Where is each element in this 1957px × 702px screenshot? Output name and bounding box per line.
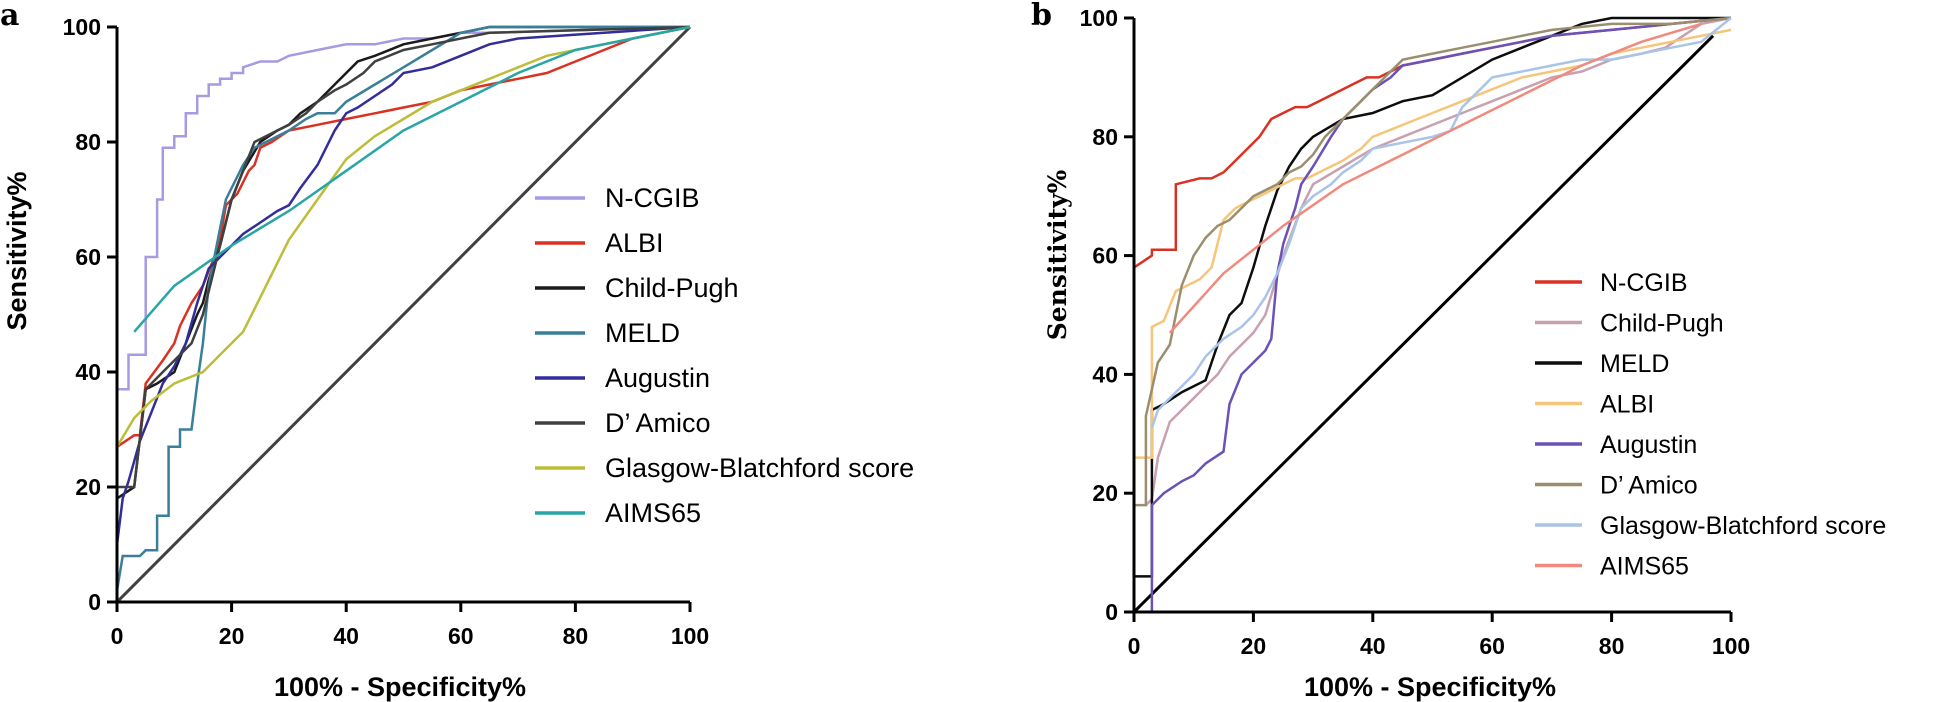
panel-b-legend-label-3: ALBI <box>1600 391 1654 419</box>
panel-b-tick-labels: 0 20 40 60 80 100 0 20 40 60 80 100 <box>1080 5 1751 659</box>
panel-a-y-axis-title: Sensitivity% <box>2 171 32 330</box>
panel-a-legend-label-2: Child-Pugh <box>605 273 739 303</box>
panel-a-series-line-2 <box>115 25 690 602</box>
panel-a-y-tick-label: 80 <box>75 129 101 155</box>
panel-a-series-line-3 <box>115 25 690 602</box>
panel-b-legend-label-2: MELD <box>1600 350 1669 378</box>
panel-b-x-axis-title: 100% - Specificity% <box>1304 672 1556 702</box>
panel-b-series-line-4 <box>1150 16 1732 612</box>
panel-a-x-tick-label: 20 <box>219 623 245 649</box>
panel-b-series-line-2 <box>1132 16 1731 612</box>
panel-b-reference-line <box>1132 34 1715 614</box>
panel-a-legend-label-7: AIMS65 <box>605 498 701 528</box>
panel-a: a 0 20 40 60 80 100 0 20 40 60 80 100 100% - Specif… <box>0 0 914 702</box>
panel-b-series-line-5 <box>1132 16 1732 612</box>
panel-b-legend-label-4: Augustin <box>1600 431 1697 459</box>
panel-a-series-group <box>115 25 691 602</box>
panel-b-x-tick-label: 60 <box>1479 633 1505 659</box>
panel-b-reference-diagonal <box>1132 34 1715 614</box>
panel-b-x-tick-label: 100 <box>1712 633 1750 659</box>
panel-b-x-tick-label: 20 <box>1241 633 1267 659</box>
panel-a-legend-label-5: D’ Amico <box>605 408 711 438</box>
panel-a-legend-label-4: Augustin <box>605 363 710 393</box>
panel-b-axes <box>1124 16 1733 622</box>
panel-a-tick-labels: 0 20 40 60 80 100 0 20 40 60 80 100 <box>63 14 710 649</box>
panel-b-y-tick-label: 40 <box>1092 361 1118 387</box>
panel-a-reference-diagonal <box>115 25 692 604</box>
panel-a-reference-line <box>115 25 692 604</box>
panel-b-x-tick-label: 0 <box>1128 633 1141 659</box>
panel-a-series-line-7 <box>133 25 691 333</box>
panel-a-y-tick-label: 40 <box>75 359 101 385</box>
panel-b-legend: N-CGIB Child-Pugh MELD ALBI Augustin D’ Amico… <box>1535 269 1886 581</box>
panel-a-legend-label-0: N-CGIB <box>605 183 700 213</box>
panel-a-legend: N-CGIB ALBI Child-Pugh MELD Augustin D’ Amico… <box>535 183 914 528</box>
panel-a-y-tick-label: 100 <box>63 14 101 40</box>
panel-b: b 0 20 40 60 80 100 0 20 40 60 80 100 100% - Specif… <box>1031 0 1886 702</box>
panel-b-y-tick-label: 80 <box>1092 124 1118 150</box>
panel-b-x-tick-label: 40 <box>1360 633 1386 659</box>
panel-a-x-tick-label: 40 <box>333 623 359 649</box>
panel-a-x-tick-label: 100 <box>671 623 709 649</box>
panel-b-letter: b <box>1031 0 1052 33</box>
panel-b-series-line-6 <box>1150 17 1732 429</box>
panel-a-y-tick-label: 0 <box>88 589 101 615</box>
panel-a-series-line-1 <box>115 25 691 602</box>
panel-a-y-tick-label: 60 <box>75 244 101 270</box>
panel-a-legend-label-6: Glasgow-Blatchford score <box>605 453 914 483</box>
panel-a-y-tick-label: 20 <box>75 474 101 500</box>
panel-b-legend-label-5: D’ Amico <box>1600 472 1698 500</box>
panel-b-legend-label-7: AIMS65 <box>1600 553 1689 581</box>
panel-b-x-tick-label: 80 <box>1599 633 1625 659</box>
panel-a-x-tick-label: 60 <box>448 623 474 649</box>
panel-b-legend-label-6: Glasgow-Blatchford score <box>1600 512 1886 540</box>
panel-a-x-tick-label: 80 <box>563 623 589 649</box>
panel-b-y-axis-title: Sensitivity% <box>1043 169 1072 340</box>
panel-a-letter: a <box>0 0 19 33</box>
panel-a-series-line-5 <box>115 25 691 602</box>
panel-b-series-line-7 <box>1168 22 1702 334</box>
panel-a-series-line-0 <box>115 25 691 602</box>
panel-b-y-tick-label: 20 <box>1092 480 1118 506</box>
panel-b-y-tick-label: 60 <box>1092 243 1118 269</box>
panel-a-legend-label-3: MELD <box>605 318 680 348</box>
panel-a-series-line-4 <box>115 25 691 545</box>
panel-a-x-tick-label: 0 <box>111 623 124 649</box>
panel-a-x-axis-title: 100% - Specificity% <box>274 672 526 702</box>
panel-b-legend-label-0: N-CGIB <box>1600 269 1688 297</box>
panel-b-series-group <box>1132 16 1732 612</box>
panel-a-axes <box>107 25 692 612</box>
panel-a-legend-label-1: ALBI <box>605 228 664 258</box>
panel-b-y-tick-label: 0 <box>1105 599 1118 625</box>
panel-b-y-tick-label: 100 <box>1080 5 1118 31</box>
panel-b-legend-label-1: Child-Pugh <box>1600 310 1724 338</box>
